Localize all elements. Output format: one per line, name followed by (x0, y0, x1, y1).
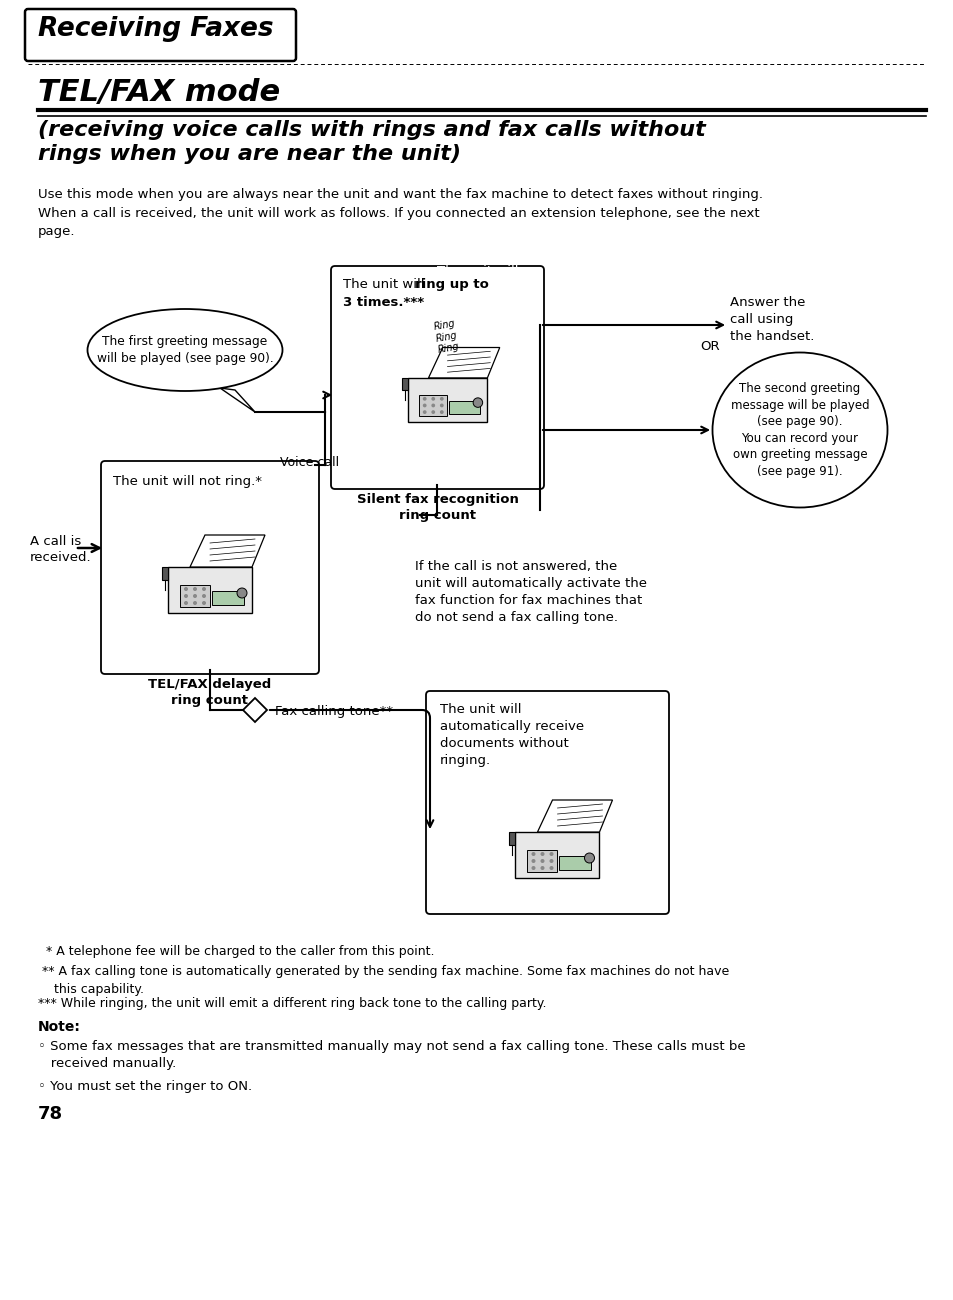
Text: Ring
Ring
Ring: Ring Ring Ring (433, 318, 460, 355)
Polygon shape (168, 567, 252, 614)
Polygon shape (243, 698, 267, 722)
FancyBboxPatch shape (101, 462, 318, 673)
Circle shape (439, 396, 443, 400)
Polygon shape (190, 536, 265, 567)
Text: Voice call: Voice call (280, 456, 338, 469)
Circle shape (422, 411, 426, 413)
Circle shape (431, 396, 435, 400)
Text: 78: 78 (38, 1105, 63, 1123)
Text: ◦ You must set the ringer to ON.: ◦ You must set the ringer to ON. (38, 1080, 252, 1093)
Text: TEL/FAX delayed
ring count: TEL/FAX delayed ring count (149, 679, 272, 707)
FancyBboxPatch shape (418, 395, 447, 416)
Ellipse shape (712, 352, 886, 507)
Circle shape (439, 403, 443, 407)
Circle shape (439, 411, 443, 413)
Circle shape (549, 852, 553, 855)
Polygon shape (515, 832, 598, 878)
Circle shape (584, 853, 594, 863)
Ellipse shape (88, 309, 282, 391)
Polygon shape (220, 387, 254, 412)
Polygon shape (428, 347, 499, 378)
Polygon shape (537, 800, 612, 832)
Circle shape (184, 601, 188, 604)
Text: *** While ringing, the unit will emit a different ring back tone to the calling : *** While ringing, the unit will emit a … (38, 997, 546, 1010)
Circle shape (531, 866, 535, 870)
Circle shape (202, 588, 206, 592)
Circle shape (549, 866, 553, 870)
Circle shape (549, 859, 553, 863)
Circle shape (236, 588, 247, 598)
Circle shape (202, 601, 206, 604)
Polygon shape (401, 378, 407, 390)
Circle shape (540, 866, 544, 870)
Text: The unit will: The unit will (343, 278, 428, 291)
Text: The unit will
automatically receive
documents without
ringing.: The unit will automatically receive docu… (439, 703, 583, 767)
Circle shape (431, 411, 435, 413)
Text: Answer the
call using
the handset.: Answer the call using the handset. (729, 296, 814, 343)
FancyBboxPatch shape (25, 9, 295, 61)
Text: Receiving Faxes: Receiving Faxes (38, 16, 274, 42)
Circle shape (531, 859, 535, 863)
Text: Fax calling tone**: Fax calling tone** (274, 705, 393, 718)
Circle shape (540, 859, 544, 863)
Text: Note:: Note: (38, 1020, 81, 1034)
Text: OR: OR (700, 341, 719, 354)
Circle shape (184, 588, 188, 592)
FancyBboxPatch shape (558, 855, 591, 870)
Circle shape (193, 588, 196, 592)
Circle shape (422, 396, 426, 400)
Circle shape (193, 601, 196, 604)
FancyBboxPatch shape (180, 585, 210, 607)
Circle shape (531, 852, 535, 855)
Text: TEL/FAX mode: TEL/FAX mode (38, 78, 280, 107)
Polygon shape (162, 567, 168, 580)
Text: 3 times.***: 3 times.*** (343, 296, 424, 309)
Text: The unit will not ring.*: The unit will not ring.* (112, 474, 262, 488)
Text: The first greeting message
will be played (see page 90).: The first greeting message will be playe… (96, 335, 274, 365)
Text: * A telephone fee will be charged to the caller from this point.: * A telephone fee will be charged to the… (38, 945, 434, 958)
Circle shape (540, 852, 544, 855)
Text: (receiving voice calls with rings and fax calls without
rings when you are near : (receiving voice calls with rings and fa… (38, 120, 705, 164)
FancyBboxPatch shape (449, 400, 479, 413)
Text: ring up to: ring up to (415, 278, 488, 291)
Text: ** A fax calling tone is automatically generated by the sending fax machine. Som: ** A fax calling tone is automatically g… (38, 965, 728, 996)
FancyBboxPatch shape (331, 266, 543, 489)
FancyBboxPatch shape (527, 850, 557, 872)
Circle shape (431, 403, 435, 407)
Circle shape (184, 594, 188, 598)
Text: The unit will: The unit will (437, 265, 522, 278)
Polygon shape (407, 378, 487, 421)
Text: If the call is not answered, the
unit will automatically activate the
fax functi: If the call is not answered, the unit wi… (415, 560, 646, 624)
Circle shape (473, 398, 482, 407)
Text: The second greeting
message will be played
(see page 90).
You can record your
ow: The second greeting message will be play… (730, 382, 868, 478)
Text: Use this mode when you are always near the unit and want the fax machine to dete: Use this mode when you are always near t… (38, 188, 762, 238)
FancyBboxPatch shape (426, 692, 668, 914)
Text: Silent fax recognition
ring count: Silent fax recognition ring count (356, 493, 517, 523)
Text: A call is
received.: A call is received. (30, 536, 91, 564)
Circle shape (422, 403, 426, 407)
Circle shape (193, 594, 196, 598)
Circle shape (202, 594, 206, 598)
Polygon shape (509, 832, 515, 845)
Text: ◦ Some fax messages that are transmitted manually may not send a fax calling ton: ◦ Some fax messages that are transmitted… (38, 1040, 745, 1070)
FancyBboxPatch shape (212, 592, 244, 604)
